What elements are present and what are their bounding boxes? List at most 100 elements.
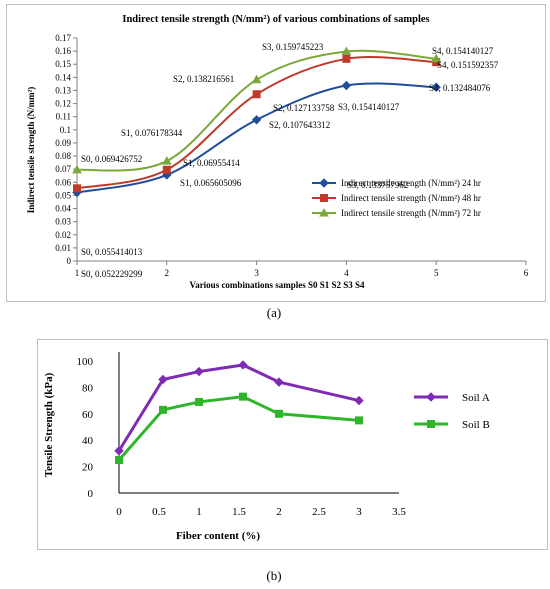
legend-marker <box>319 207 329 217</box>
y-tick-label: 20 <box>82 462 94 474</box>
series-0-point <box>431 82 441 92</box>
y-tick-label: 0.02 <box>55 230 71 240</box>
chart-a-svg: Indirect tensile strength (N/mm²) of var… <box>26 14 529 290</box>
x-tick-label: 3 <box>356 506 362 518</box>
legend-label: Indirect tensile strength (N/mm²) 72 hr <box>341 208 481 218</box>
series-2-point <box>431 53 442 63</box>
series-0-point <box>274 377 284 387</box>
y-tick-label: 0.11 <box>56 112 71 122</box>
x-tick-label: 0.5 <box>152 506 166 518</box>
data-label: S4, 0.154140127 <box>432 46 494 56</box>
chart-b-panel: 0 20 40 60 80 100 0 0.5 1 1.5 2 2.5 3 3.5 Fiber conten… <box>37 339 548 550</box>
y-tick-label: 80 <box>82 382 94 394</box>
series-0-point <box>158 374 168 385</box>
data-label: S1, 0.076178344 <box>121 128 183 138</box>
series-1-point <box>195 397 203 406</box>
x-tick-label: 1.5 <box>232 506 246 518</box>
data-label: S3, 0.159745223 <box>262 42 324 52</box>
y-axis-title: Indirect tensile strength (N/mm²) <box>26 87 36 214</box>
legend-label: Indirect tensile strength (N/mm²) 24 hr <box>341 178 481 188</box>
caption-b: (b) <box>266 568 282 583</box>
chart-a-panel: Indirect tensile strength (N/mm²) of var… <box>6 4 546 302</box>
series-1-point <box>252 90 261 99</box>
y-tick-label: 0.04 <box>55 204 71 214</box>
series-2-point <box>341 46 352 55</box>
y-tick-label: 0.14 <box>55 72 71 82</box>
y-axis-title: Tensile Strength (kPa) <box>43 372 55 477</box>
x-tick-label: 0 <box>116 506 122 518</box>
x-tick-label: 2.5 <box>312 506 326 518</box>
series-0-point <box>238 360 248 370</box>
data-label: S4, 0.151592357 <box>437 60 499 70</box>
series-0-point <box>354 395 364 406</box>
series-1-point <box>162 165 171 174</box>
y-tick-label: 0.12 <box>55 99 71 109</box>
data-label: S4, 0.132484076 <box>429 83 491 93</box>
y-tick-label: 0.16 <box>55 46 71 56</box>
y-tick-label: 0.17 <box>55 33 71 43</box>
series-1-line <box>117 395 360 461</box>
series-2-point <box>72 164 82 174</box>
x-tick-label: 6 <box>524 268 529 278</box>
x-axis-title: Fiber content (%) <box>176 530 260 542</box>
y-tick-label: 60 <box>82 409 94 421</box>
y-tick-label: 0 <box>67 256 72 266</box>
y-tick-label: 0.13 <box>55 85 71 95</box>
y-tick-label: 0.15 <box>55 59 71 69</box>
y-tick-label: 0.03 <box>55 217 71 227</box>
data-label: S1, 0.065605096 <box>180 178 242 188</box>
legend-label: Soil A <box>462 392 490 404</box>
data-label: S0, 0.052229299 <box>81 269 143 279</box>
y-tick-label: 0.05 <box>55 190 71 200</box>
y-tick-label: 0 <box>88 488 94 500</box>
x-tick-label: 2 <box>276 506 282 518</box>
legend-marker <box>320 194 328 202</box>
data-label: S3, 0.133757962 <box>347 180 408 190</box>
series-1-point <box>342 54 351 63</box>
x-tick-label: 2 <box>165 268 170 278</box>
series-0-point <box>341 80 352 91</box>
y-tick-label: 0.01 <box>55 243 71 253</box>
legend-label: Soil B <box>462 419 490 431</box>
series-1-point <box>73 184 81 193</box>
caption-a: (a) <box>266 305 282 320</box>
series-2-point <box>161 156 172 165</box>
series-1-point <box>115 456 123 464</box>
chart-b-svg: 0 20 40 60 80 100 0 0.5 1 1.5 2 2.5 3 3.5 Fiber conten… <box>43 352 490 542</box>
x-tick-label: 5 <box>434 268 439 278</box>
data-label: S0, 0.055414013 <box>81 247 143 257</box>
chart-title: Indirect tensile strength (N/mm²) of var… <box>122 14 429 25</box>
data-label: S3, 0.154140127 <box>338 102 400 112</box>
series-0-line <box>117 363 360 452</box>
y-tick-label: 0.1 <box>60 125 71 135</box>
x-tick-label: 4 <box>344 268 349 278</box>
y-tick-label: 40 <box>82 435 94 447</box>
series-1-point <box>355 416 363 425</box>
y-tick-label: 0.09 <box>55 138 71 148</box>
x-tick-label: 1 <box>196 506 202 518</box>
legend-label: Indirect tensile strength (N/mm²) 48 hr <box>341 193 481 203</box>
x-tick-label: 3 <box>254 268 259 278</box>
y-tick-label: 0.06 <box>55 177 71 187</box>
y-tick-label: 100 <box>77 356 94 368</box>
legend-marker <box>427 420 435 428</box>
legend-marker <box>319 178 329 188</box>
data-label: S2, 0.138216561 <box>173 74 234 84</box>
series-0-point <box>194 366 204 377</box>
series-0-point <box>251 115 262 125</box>
data-label: S1, 0.06955414 <box>183 158 240 168</box>
series-1-point <box>239 392 247 401</box>
data-label: S0, 0.069426752 <box>81 154 142 164</box>
y-tick-label: 0.07 <box>55 164 71 174</box>
data-label: S2, 0.107643312 <box>269 120 330 130</box>
x-tick-label: 1 <box>75 268 80 278</box>
x-tick-label: 3.5 <box>392 506 406 518</box>
legend-marker <box>426 392 436 402</box>
series-0-point <box>114 446 124 456</box>
series-1-point <box>159 405 167 414</box>
series-2-point <box>251 74 262 84</box>
series-1-point <box>275 409 283 418</box>
y-tick-label: 0.08 <box>55 151 71 161</box>
data-label: S2, 0.127133758 <box>273 103 335 113</box>
x-axis-title: Various combinations samples S0 S1 S2 S3… <box>190 280 365 290</box>
